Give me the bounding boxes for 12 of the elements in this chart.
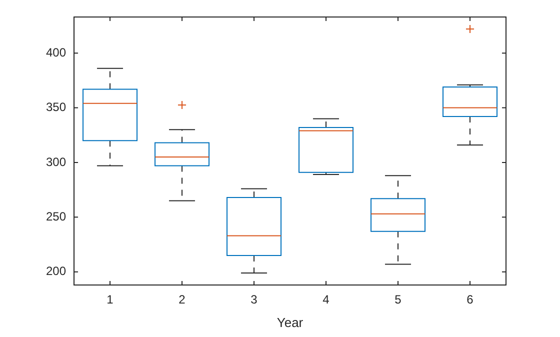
y-tick-label: 250 xyxy=(46,209,66,224)
x-tick-label: 6 xyxy=(466,292,474,307)
x-tick-label: 3 xyxy=(250,292,258,307)
y-tick-label: 350 xyxy=(46,100,66,114)
y-tick-label: 200 xyxy=(46,264,66,278)
x-axis-title: Year xyxy=(276,314,304,330)
x-tick-label: 5 xyxy=(394,292,402,307)
y-tick-label: 300 xyxy=(46,154,66,169)
x-tick-label: 4 xyxy=(322,292,330,307)
y-tick-label: 400 xyxy=(46,45,66,60)
x-tick-label: 2 xyxy=(178,292,186,307)
x-tick-label: 1 xyxy=(106,292,114,307)
